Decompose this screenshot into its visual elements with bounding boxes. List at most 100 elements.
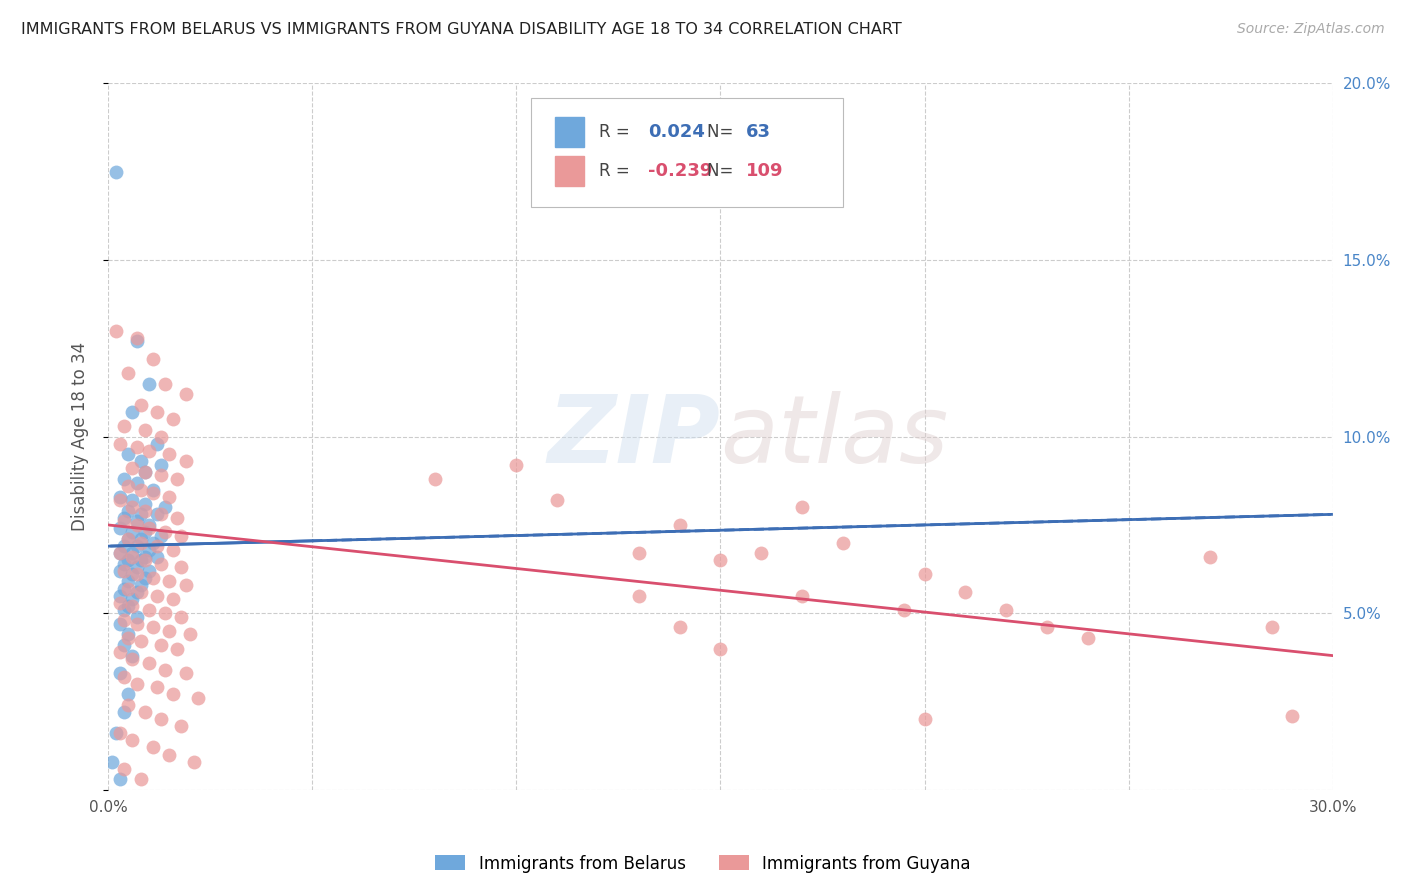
Point	[790, 589, 813, 603]
Point	[170, 719, 193, 733]
Point	[112, 515, 135, 529]
Point	[125, 440, 148, 454]
Point	[125, 539, 148, 553]
Point	[110, 490, 132, 504]
Point	[129, 483, 152, 497]
Point	[129, 634, 152, 648]
Point	[157, 447, 180, 461]
Point	[117, 574, 139, 589]
Point	[110, 589, 132, 603]
Point	[125, 609, 148, 624]
Point	[153, 606, 176, 620]
Point	[157, 624, 180, 638]
Point	[112, 603, 135, 617]
Point	[117, 504, 139, 518]
Point	[117, 532, 139, 546]
Point	[505, 458, 527, 472]
Point	[142, 740, 165, 755]
Point	[142, 351, 165, 366]
Y-axis label: Disability Age 18 to 34: Disability Age 18 to 34	[72, 342, 89, 532]
Point	[121, 524, 143, 539]
Text: IMMIGRANTS FROM BELARUS VS IMMIGRANTS FROM GUYANA DISABILITY AGE 18 TO 34 CORREL: IMMIGRANTS FROM BELARUS VS IMMIGRANTS FR…	[21, 22, 901, 37]
Text: Source: ZipAtlas.com: Source: ZipAtlas.com	[1237, 22, 1385, 37]
Point	[423, 472, 446, 486]
Point	[150, 468, 173, 483]
Point	[129, 508, 152, 522]
Bar	[555, 156, 585, 186]
Point	[627, 589, 650, 603]
Point	[125, 616, 148, 631]
Point	[125, 475, 148, 490]
Point	[129, 772, 152, 787]
Point	[166, 641, 188, 656]
Point	[146, 539, 169, 553]
Point	[110, 546, 132, 560]
Point	[129, 454, 152, 468]
Point	[170, 528, 193, 542]
Point	[112, 564, 135, 578]
Point	[117, 582, 139, 596]
Point	[893, 603, 915, 617]
Point	[709, 641, 731, 656]
Text: 0.024: 0.024	[648, 123, 704, 141]
Point	[914, 567, 936, 582]
Bar	[555, 118, 585, 147]
Point	[1036, 620, 1059, 634]
Point	[709, 553, 731, 567]
Point	[134, 524, 156, 539]
Point	[142, 620, 165, 634]
Point	[112, 613, 135, 627]
Point	[117, 627, 139, 641]
Point	[134, 465, 156, 479]
Point	[183, 755, 205, 769]
Text: R =: R =	[599, 123, 636, 141]
Point	[955, 585, 977, 599]
Text: N=: N=	[707, 123, 738, 141]
Point	[121, 493, 143, 508]
Point	[117, 447, 139, 461]
Text: R =: R =	[599, 162, 636, 180]
Point	[129, 585, 152, 599]
Point	[668, 517, 690, 532]
Legend: Immigrants from Belarus, Immigrants from Guyana: Immigrants from Belarus, Immigrants from…	[429, 848, 977, 880]
Point	[112, 762, 135, 776]
Point	[117, 532, 139, 546]
Point	[121, 461, 143, 475]
Point	[668, 620, 690, 634]
Point	[146, 436, 169, 450]
Point	[1260, 620, 1282, 634]
Point	[162, 542, 184, 557]
Point	[110, 666, 132, 681]
Point	[138, 656, 160, 670]
Point	[134, 465, 156, 479]
Point	[134, 504, 156, 518]
Point	[112, 670, 135, 684]
Point	[138, 376, 160, 391]
Point	[179, 627, 201, 641]
Point	[153, 524, 176, 539]
Point	[117, 599, 139, 614]
Point	[1077, 631, 1099, 645]
Point	[125, 585, 148, 599]
FancyBboxPatch shape	[530, 97, 844, 207]
Point	[150, 557, 173, 571]
Point	[187, 691, 209, 706]
Point	[112, 705, 135, 719]
Point	[749, 546, 772, 560]
Text: atlas: atlas	[720, 391, 949, 483]
Point	[150, 430, 173, 444]
Point	[157, 574, 180, 589]
Point	[117, 479, 139, 493]
Point	[170, 560, 193, 574]
Point	[174, 666, 197, 681]
Point	[166, 511, 188, 525]
Point	[150, 712, 173, 726]
Point	[112, 511, 135, 525]
Point	[110, 596, 132, 610]
Point	[153, 500, 176, 515]
Point	[117, 366, 139, 380]
Point	[138, 603, 160, 617]
Point	[995, 603, 1018, 617]
Point	[134, 497, 156, 511]
Point	[546, 493, 568, 508]
